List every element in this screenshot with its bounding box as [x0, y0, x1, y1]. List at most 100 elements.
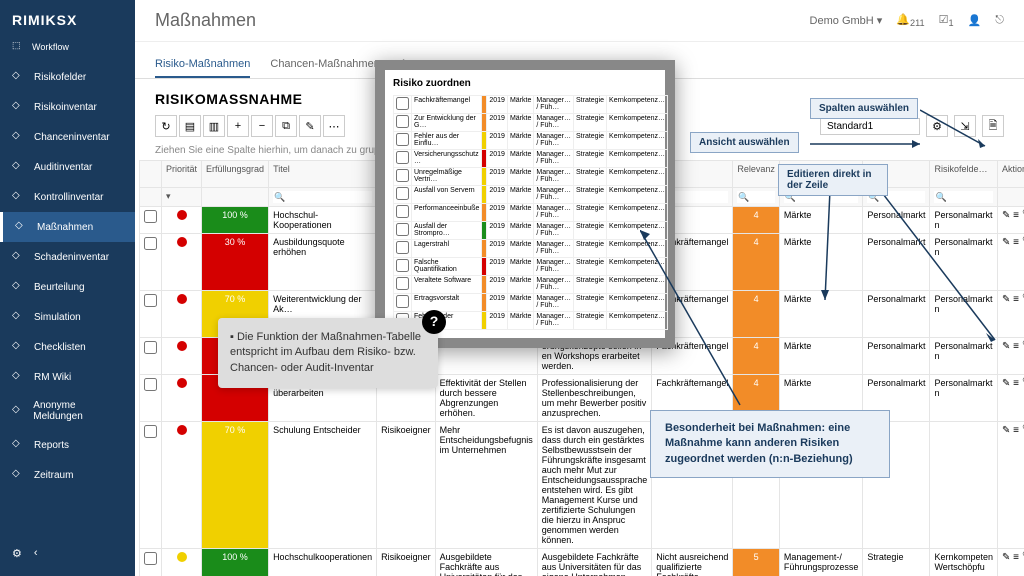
- workflow-link[interactable]: ⬚Workflow: [0, 40, 135, 62]
- add-button[interactable]: +: [227, 115, 249, 137]
- sidebar-item-9[interactable]: ◇Checklisten: [0, 332, 135, 362]
- column-header[interactable]: Aktionen: [998, 161, 1024, 188]
- sidebar-item-2[interactable]: ◇Chanceninventar: [0, 122, 135, 152]
- nav-icon: ◇: [12, 70, 26, 84]
- filter-cell[interactable]: ▾: [162, 188, 202, 207]
- view-select[interactable]: Standard1: [820, 118, 920, 135]
- sidebar-item-6[interactable]: ◇ Schadeninventar: [0, 242, 135, 272]
- callout-columns: Spalten auswählen: [810, 98, 918, 119]
- info-tooltip: ▪ Die Funktion der Maßnahmen-Tabelle ent…: [218, 318, 438, 388]
- remove-button[interactable]: −: [251, 115, 273, 137]
- copy-button[interactable]: ⧉: [275, 115, 297, 137]
- desc1-cell: Mehr Entscheidungsbefugnis im Unternehme…: [435, 422, 537, 549]
- sidebar-item-1[interactable]: ◇Risikoinventar: [0, 92, 135, 122]
- edit-button[interactable]: ✎: [299, 115, 321, 137]
- riskfield-cell: Personalmarkt n: [930, 375, 998, 422]
- row-actions[interactable]: ✎ ≡ 🏷: [998, 549, 1024, 576]
- priority-dot: [177, 552, 187, 562]
- sidebar-item-label: Auditinventar: [34, 162, 92, 173]
- row-checkbox[interactable]: [144, 552, 157, 565]
- fulfillment-cell: 100 %: [202, 207, 269, 234]
- org-selector[interactable]: Demo GmbH ▾: [810, 14, 883, 27]
- logout-icon[interactable]: ⎋: [995, 14, 1004, 27]
- column-header[interactable]: Priorität: [162, 161, 202, 188]
- nav-icon: ◇: [12, 280, 26, 294]
- column-header[interactable]: Erfüllungsgrad: [202, 161, 269, 188]
- nav-icon: ◇: [12, 130, 26, 144]
- priority-dot: [177, 425, 187, 435]
- row-checkbox[interactable]: [144, 294, 157, 307]
- sidebar-item-12[interactable]: ◇Reports: [0, 430, 135, 460]
- nav-icon: ◇: [12, 160, 26, 174]
- bell-icon[interactable]: 🔔211: [896, 13, 924, 28]
- sidebar-item-10[interactable]: ◇RM Wiki: [0, 362, 135, 392]
- filter-cell[interactable]: [202, 188, 269, 207]
- sidebar-item-label: Beurteilung: [34, 282, 85, 293]
- refresh-button[interactable]: ↻: [155, 115, 177, 137]
- column-header[interactable]: Relevanz: [733, 161, 780, 188]
- sidebar-item-label: RM Wiki: [34, 372, 71, 383]
- sidebar-bottom: ⚙ ‹: [0, 539, 135, 568]
- sidebar: RIMIKSX ⬚Workflow ◇ Risikofelder ◇Risikoin…: [0, 0, 135, 576]
- row-actions[interactable]: ✎ ≡ 🏷: [998, 375, 1024, 422]
- desc2-cell: Ausgebildete Fachkräfte aus Universitäte…: [537, 549, 652, 576]
- filter-cell[interactable]: [733, 188, 780, 207]
- fulfillment-cell: 100 %: [202, 549, 269, 576]
- row-checkbox[interactable]: [144, 210, 157, 223]
- tab-1[interactable]: Chancen-Maßnahmen: [270, 52, 379, 78]
- sidebar-item-13[interactable]: ◇ Zeitraum: [0, 460, 135, 490]
- sidebar-item-label: Checklisten: [34, 342, 86, 353]
- topbar: Maßnahmen Demo GmbH ▾ 🔔211 ☑1 👤 ⎋: [135, 0, 1024, 42]
- filter-cell[interactable]: [269, 188, 377, 207]
- more-button[interactable]: ⋯: [323, 115, 345, 137]
- sidebar-item-3[interactable]: ◇ Auditinventar: [0, 152, 135, 182]
- sidebar-item-label: Reports: [34, 440, 69, 451]
- nav-icon: ◇: [12, 310, 26, 324]
- arrow-4: [640, 230, 760, 410]
- row-checkbox[interactable]: [144, 378, 157, 391]
- sidebar-item-label: Zeitraum: [34, 470, 73, 481]
- nav-icon: ◇: [12, 100, 26, 114]
- settings-icon[interactable]: ⚙: [12, 547, 22, 560]
- table-row[interactable]: 70 %Schulung EntscheiderRisikoeignerMehr…: [140, 422, 1024, 549]
- sidebar-item-8[interactable]: ◇ Simulation: [0, 302, 135, 332]
- col-filter[interactable]: [737, 191, 775, 203]
- column-header[interactable]: Titel: [269, 161, 377, 188]
- sidebar-item-label: Risikofelder: [34, 72, 86, 83]
- arrow-3: [820, 190, 880, 310]
- sidebar-item-5[interactable]: ◇Maßnahmen: [0, 212, 135, 242]
- sidebar-item-7[interactable]: ◇ Beurteilung: [0, 272, 135, 302]
- collapse-icon[interactable]: ‹: [34, 547, 38, 560]
- nav-icon: ◇: [12, 190, 26, 204]
- sidebar-item-label: Schadeninventar: [34, 252, 109, 263]
- priority-dot: [177, 294, 187, 304]
- user-icon[interactable]: 👤: [968, 14, 982, 27]
- overlay-mini-table: Fachkräftemangel2019MärkteManager… / Füh…: [393, 95, 668, 330]
- row-checkbox[interactable]: [144, 425, 157, 438]
- tab-0[interactable]: Risiko-Maßnahmen: [155, 52, 250, 78]
- table-row[interactable]: 100 %HochschulkooperationenRisikoeignerA…: [140, 549, 1024, 576]
- row-checkbox[interactable]: [144, 341, 157, 354]
- row-checkbox[interactable]: [144, 237, 157, 250]
- view-button[interactable]: ▥: [203, 115, 225, 137]
- desc2-cell: Es ist davon auszugehen, dass durch ein …: [537, 422, 652, 549]
- priority-dot: [177, 210, 187, 220]
- sidebar-item-11[interactable]: ◇Anonyme Meldungen: [0, 392, 135, 430]
- sidebar-item-0[interactable]: ◇ Risikofelder: [0, 62, 135, 92]
- app-logo: RIMIKSX: [0, 8, 135, 40]
- column-header[interactable]: [140, 161, 162, 188]
- nav-icon: ◇: [12, 468, 26, 482]
- check-icon[interactable]: ☑1: [939, 13, 954, 28]
- nav-icon: ◇: [12, 250, 26, 264]
- riskfield-cell: [930, 422, 998, 549]
- sidebar-item-label: Anonyme Meldungen: [33, 400, 123, 422]
- workflow-icon: ⬚: [12, 40, 26, 54]
- filter-cell[interactable]: [140, 188, 162, 207]
- filter-button[interactable]: ▤: [179, 115, 201, 137]
- sidebar-item-4[interactable]: ◇Kontrollinventar: [0, 182, 135, 212]
- priority-dot: [177, 341, 187, 351]
- title-filter[interactable]: [273, 191, 372, 203]
- sidebar-item-label: Simulation: [34, 312, 81, 323]
- row-actions[interactable]: ✎ ≡ 🏷: [998, 422, 1024, 549]
- column-header[interactable]: Risikofelde…: [930, 161, 998, 188]
